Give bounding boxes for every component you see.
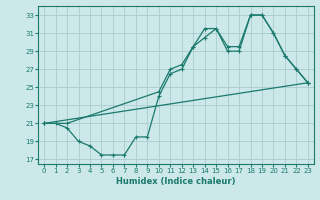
X-axis label: Humidex (Indice chaleur): Humidex (Indice chaleur) xyxy=(116,177,236,186)
